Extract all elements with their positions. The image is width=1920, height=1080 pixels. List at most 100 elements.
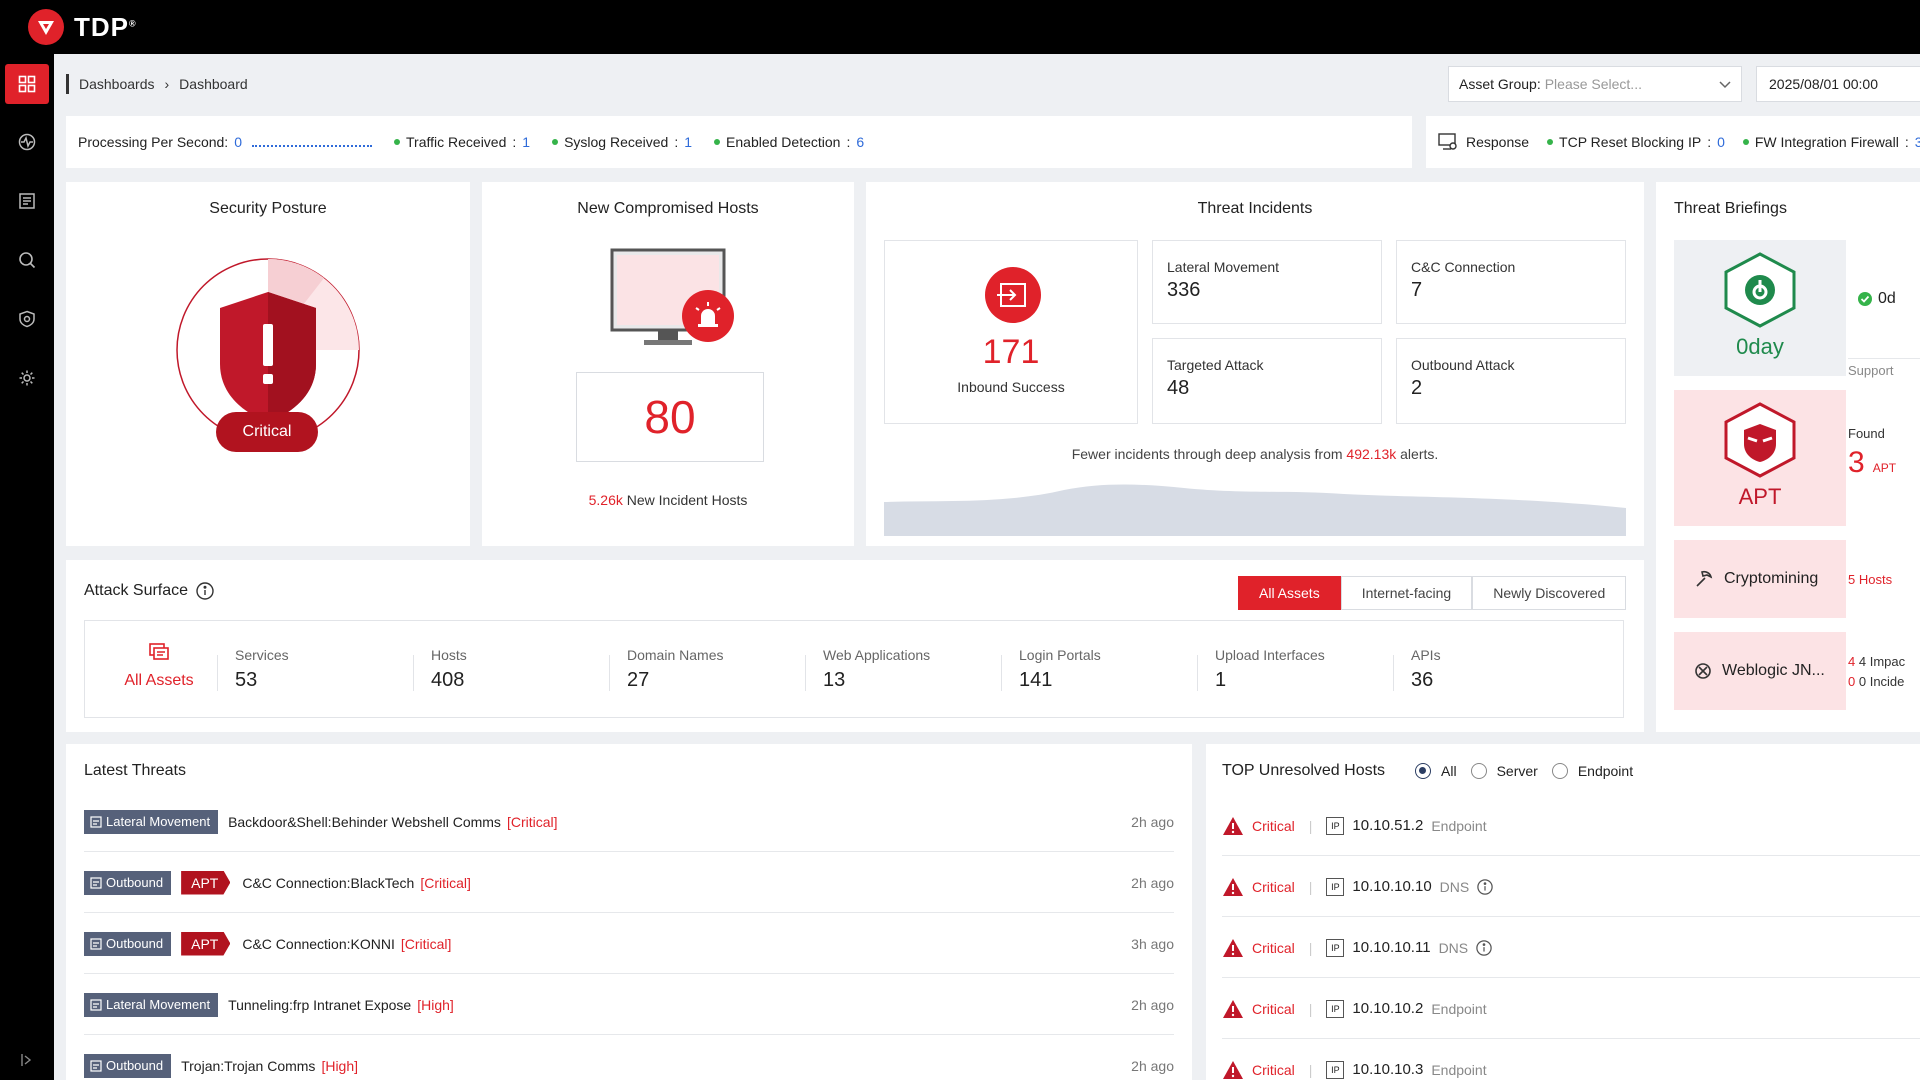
metric-services[interactable]: Services 53 [235,647,289,692]
outbound-value: 2 [1411,377,1423,399]
host-type: DNS [1439,878,1470,895]
incident-hosts-value[interactable]: 5.26k [588,492,623,508]
tab-newly-discovered[interactable]: Newly Discovered [1472,576,1627,610]
check-circle-icon [1858,292,1872,306]
incident-hosts-summary: 5.26k New Incident Hosts [482,492,854,508]
threat-row[interactable]: Outbound Trojan:Trojan Comms [High] 2h ago [84,1036,1174,1080]
incident-hosts-label: New Incident Hosts [626,492,748,508]
threat-severity: [Critical] [400,935,452,952]
activity-nav-icon[interactable] [5,122,49,162]
threat-time: 2h ago [1131,996,1174,1013]
host-ip[interactable]: 10.10.10.10 [1352,878,1432,895]
metric-domain-names[interactable]: Domain Names 27 [627,647,723,692]
metric-login-portals[interactable]: Login Portals 141 [1019,647,1101,692]
targeted-value: 48 [1167,377,1190,399]
host-ip[interactable]: 10.10.10.3 [1352,1061,1424,1078]
info-icon[interactable] [196,582,214,600]
filter-server-radio[interactable] [1470,763,1487,779]
row-separator: | [1308,817,1313,834]
traffic-stat: Traffic Received: 1 [394,134,530,150]
filter-endpoint-label: Endpoint [1577,763,1634,779]
breadcrumb-separator: › [164,76,170,92]
apt-hexagon-icon [1724,402,1796,478]
unresolved-host-row[interactable]: Critical | IP 10.10.10.2 Endpoint [1222,979,1920,1039]
threat-row[interactable]: Outbound APT C&C Connection:KONNI [Critical… [84,914,1174,974]
oday-label: 0day [1736,334,1784,359]
unresolved-host-row[interactable]: Critical | IP 10.10.10.3 Endpoint [1222,1040,1920,1080]
apt-briefing-tile[interactable]: APT [1674,390,1846,526]
breadcrumb-current: Dashboard [179,76,248,92]
incidents-note-value[interactable]: 492.13k [1346,446,1397,462]
all-assets-summary[interactable]: All Assets [119,641,199,690]
threat-name[interactable]: Tunneling:frp Intranet Expose [228,996,412,1013]
oday-briefing-tile[interactable]: 0day [1674,240,1846,376]
tab-internet-facing[interactable]: Internet-facing [1340,576,1473,610]
syslog-label: Syslog Received [564,134,669,150]
cc-connection-tile[interactable]: C&C Connection 7 [1396,240,1626,324]
apt-found-count[interactable]: 3 APT [1848,446,1896,480]
threat-row[interactable]: Outbound APT C&C Connection:BlackTech [Crit… [84,853,1174,913]
attack-surface-title: Attack Surface [84,582,189,599]
metric-apis[interactable]: APIs 36 [1411,647,1441,692]
fw-stat: FW Integration Firewall: 3 [1742,134,1920,150]
report-nav-icon[interactable] [5,181,49,221]
ip-icon: IP [1326,877,1345,896]
outbound-attack-tile[interactable]: Outbound Attack 2 [1396,338,1626,424]
detection-value[interactable]: 6 [856,134,865,150]
info-icon[interactable] [1477,878,1493,895]
unresolved-host-row[interactable]: Critical | IP 10.10.51.2 Endpoint [1222,796,1920,856]
metric-web-applications[interactable]: Web Applications 13 [823,647,930,692]
threat-category-label: Lateral Movement [106,997,211,1012]
lateral-movement-tile[interactable]: Lateral Movement 336 [1152,240,1382,324]
host-ip[interactable]: 10.10.10.2 [1352,1000,1424,1017]
host-ip[interactable]: 10.10.10.11 [1352,939,1431,956]
unresolved-host-row[interactable]: Critical | IP 10.10.10.10 DNS [1222,857,1920,917]
warning-triangle-icon [1223,877,1243,896]
threat-name[interactable]: C&C Connection:BlackTech [242,874,415,891]
tab-all-assets[interactable]: All Assets [1238,576,1341,610]
metric-hosts[interactable]: Hosts 408 [431,647,467,692]
threat-category-tag: Outbound [84,870,172,895]
attack-surface-header: Attack Surface [84,582,214,600]
compromised-hosts-count[interactable]: 80 [576,372,764,462]
weblogic-briefing-tile[interactable]: Weblogic JN... [1674,632,1846,710]
tcp-value[interactable]: 0 [1717,134,1725,150]
syslog-value[interactable]: 1 [684,134,693,150]
cryptomining-briefing-tile[interactable]: Cryptomining [1674,540,1846,618]
traffic-value[interactable]: 1 [522,134,531,150]
targeted-attack-tile[interactable]: Targeted Attack 48 [1152,338,1382,424]
threat-name[interactable]: Trojan:Trojan Comms [181,1057,316,1074]
incidents-note-prefix: Fewer incidents through deep analysis fr… [1071,446,1343,462]
syslog-stat: Syslog Received: 1 [552,134,692,150]
expand-rail-icon[interactable] [5,1040,49,1080]
date-picker[interactable]: 2025/08/01 00:00 [1756,66,1920,102]
settings-nav-icon[interactable] [5,358,49,398]
weblogic-incidents[interactable]: 0 0 Incide [1848,674,1905,689]
filter-endpoint-radio[interactable] [1551,763,1568,779]
host-ip[interactable]: 10.10.51.2 [1352,817,1424,834]
filter-all-radio[interactable] [1415,763,1432,779]
threat-row[interactable]: Lateral Movement Tunneling:frp Intranet E… [84,975,1174,1035]
pps-stat: Processing Per Second: 0 [78,134,372,150]
threat-row[interactable]: Lateral Movement Backdoor&Shell:Behinder … [84,792,1174,852]
threat-name[interactable]: Backdoor&Shell:Behinder Webshell Comms [228,813,501,830]
dashboard-nav-icon[interactable] [5,64,49,104]
ip-icon: IP [1326,1060,1345,1079]
cryptomining-hosts[interactable]: 5 Hosts [1848,572,1893,587]
shield-nav-icon[interactable] [5,299,49,339]
inbound-success-tile[interactable]: 171 Inbound Success [884,240,1138,424]
threat-name[interactable]: C&C Connection:KONNI [242,935,395,952]
row-separator: | [1308,1000,1313,1017]
apt-count-unit: APT [1872,461,1897,475]
unresolved-host-row[interactable]: Critical | IP 10.10.10.11 DNS [1222,918,1920,978]
metric-label: Upload Interfaces [1215,647,1325,663]
metric-divider [1197,655,1198,691]
unresolved-hosts-card: TOP Unresolved Hosts All Server Endpoint [1206,744,1920,1080]
info-icon[interactable] [1476,939,1492,956]
breadcrumb-root[interactable]: Dashboards [79,76,155,92]
asset-group-select[interactable]: Asset Group: Please Select... [1448,66,1742,102]
fw-value[interactable]: 3 [1914,134,1920,150]
search-nav-icon[interactable] [5,240,49,280]
weblogic-impact[interactable]: 4 4 Impac [1848,654,1906,669]
metric-upload-interfaces[interactable]: Upload Interfaces 1 [1215,647,1325,692]
